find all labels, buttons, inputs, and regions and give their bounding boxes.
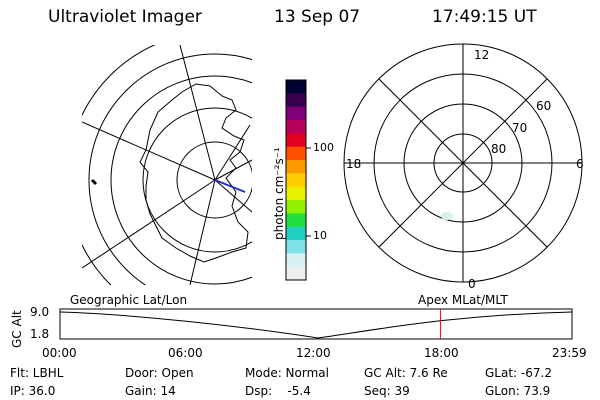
seq-status: Seq: 39 bbox=[364, 384, 410, 398]
lat-label-60: 60 bbox=[536, 99, 552, 113]
colorbar-segment bbox=[286, 120, 306, 134]
meridian-line bbox=[179, 45, 216, 181]
colorbar-tick-label-100: 100 bbox=[313, 141, 334, 154]
colorbar-segment bbox=[286, 173, 306, 188]
lat-circle bbox=[88, 53, 252, 285]
ip-status: IP: 36.0 bbox=[10, 384, 56, 398]
colorbar-segment bbox=[286, 93, 306, 108]
colorbar-segment bbox=[286, 106, 306, 121]
meridian-line bbox=[214, 124, 251, 181]
colorbar-segment bbox=[286, 240, 306, 254]
coast-fragment bbox=[90, 178, 98, 186]
colorbar-segment bbox=[286, 253, 306, 268]
gain-status: Gain: 14 bbox=[125, 384, 176, 398]
colorbar-segment bbox=[286, 133, 306, 148]
glon-status: GLon: 73.9 bbox=[485, 384, 551, 398]
x-tick-0000: 00:00 bbox=[42, 346, 77, 360]
glat-status: GLat: -67.2 bbox=[485, 366, 552, 380]
timeline-frame bbox=[59, 308, 573, 340]
filter-status: Flt: LBHL bbox=[10, 366, 64, 380]
x-tick-1200: 12:00 bbox=[296, 346, 331, 360]
lat-circle bbox=[110, 75, 252, 285]
meridian-line bbox=[82, 121, 216, 181]
altitude-curve bbox=[59, 311, 573, 339]
lat-circle bbox=[176, 141, 252, 219]
dsp-status: Dsp: -5.4 bbox=[245, 384, 311, 398]
meridian-line bbox=[82, 179, 216, 269]
timeline-right-label: Apex MLat/MLT bbox=[418, 293, 508, 307]
aurora-patch bbox=[441, 212, 453, 220]
timeline-y-bottom: 1.8 bbox=[30, 327, 50, 341]
coastline bbox=[139, 83, 249, 263]
colorbar-segment bbox=[286, 186, 306, 201]
x-tick-0600: 06:00 bbox=[168, 346, 203, 360]
lat-circle bbox=[142, 107, 252, 253]
lat-label-70: 70 bbox=[512, 121, 528, 135]
colorbar-segment bbox=[286, 160, 306, 174]
colorbar-tick-label-10: 10 bbox=[313, 229, 327, 242]
x-tick-2359: 23:59 bbox=[552, 346, 587, 360]
gc-alt-status: GC Alt: 7.6 Re bbox=[364, 366, 448, 380]
colorbar-segment bbox=[286, 213, 306, 228]
timeline-y-top: 9.0 bbox=[30, 305, 50, 319]
colorbar-segment bbox=[286, 226, 306, 241]
meridian-line bbox=[189, 179, 216, 285]
x-tick-1800: 18:00 bbox=[424, 346, 459, 360]
colorbar-segment bbox=[286, 266, 306, 281]
mlt-label-0: 0 bbox=[468, 277, 476, 291]
time-label: 17:49:15 UT bbox=[432, 7, 537, 27]
date-label: 13 Sep 07 bbox=[274, 7, 361, 27]
door-status: Door: Open bbox=[125, 366, 194, 380]
sun-direction-line bbox=[214, 179, 246, 193]
mlt-label-6: 6 bbox=[576, 157, 584, 171]
diagonal-line bbox=[378, 78, 548, 248]
mode-status: Mode: Normal bbox=[245, 366, 329, 380]
colorbar-segment bbox=[286, 80, 306, 94]
colorbar-segment bbox=[286, 200, 306, 214]
meridian-line bbox=[214, 179, 252, 213]
lat-label-80: 80 bbox=[491, 142, 507, 156]
instrument-title: Ultraviolet Imager bbox=[48, 7, 202, 27]
mlt-label-18: 18 bbox=[346, 157, 362, 171]
colorbar-segment bbox=[286, 146, 306, 161]
timeline-left-label: Geographic Lat/Lon bbox=[70, 293, 188, 307]
mlt-label-12: 12 bbox=[474, 48, 490, 62]
